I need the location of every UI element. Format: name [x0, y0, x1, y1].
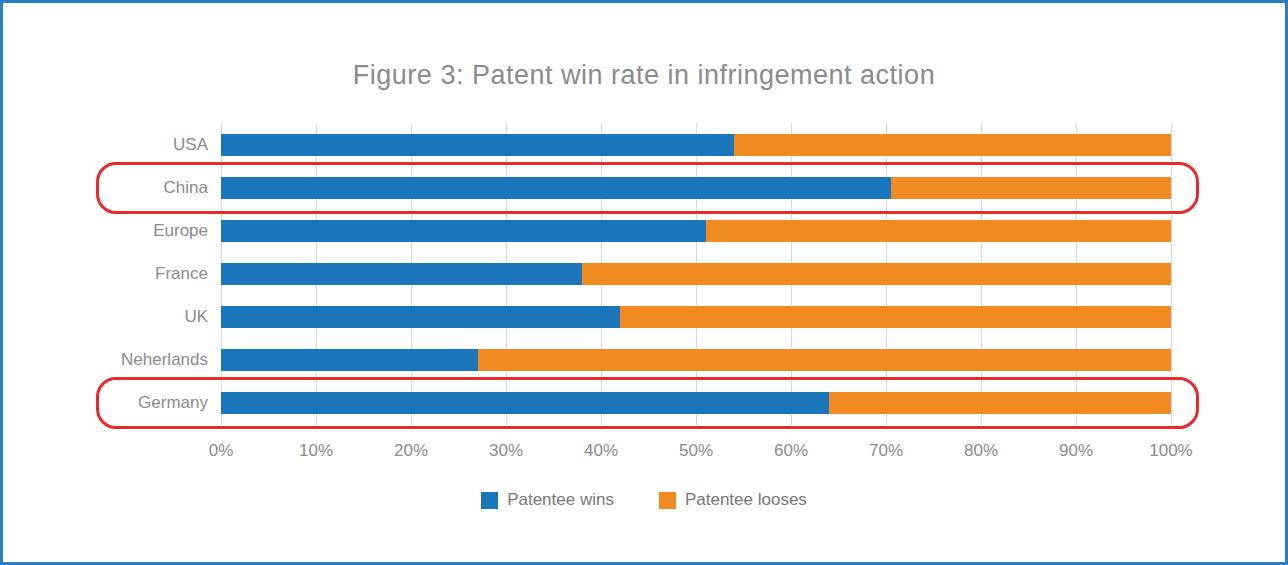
bar-segment-wins-europe	[221, 220, 706, 242]
x-tick-label: 0%	[176, 441, 266, 461]
x-tick-label: 10%	[271, 441, 361, 461]
legend-item-patentee-looses: Patentee looses	[659, 490, 807, 510]
bar-row-usa	[221, 134, 1171, 156]
chart-area: 0%10%20%30%40%50%60%70%80%90%100%USAChin…	[3, 3, 1285, 562]
category-label-uk: UK	[43, 306, 208, 328]
x-tick-label: 50%	[651, 441, 741, 461]
x-tick-label: 40%	[556, 441, 646, 461]
x-tick-label: 80%	[936, 441, 1026, 461]
x-tick-label: 30%	[461, 441, 551, 461]
legend-swatch-looses	[659, 492, 676, 509]
x-tick-label: 70%	[841, 441, 931, 461]
highlight-ring-germany	[96, 377, 1199, 429]
x-tick-label: 60%	[746, 441, 836, 461]
category-label-neherlands: Neherlands	[43, 349, 208, 371]
legend-label-looses: Patentee looses	[685, 490, 807, 510]
legend-swatch-wins	[481, 492, 498, 509]
legend: Patentee wins Patentee looses	[3, 490, 1285, 510]
bar-segment-wins-uk	[221, 306, 620, 328]
highlight-ring-china	[96, 162, 1199, 214]
bar-segment-looses-france	[582, 263, 1171, 285]
bar-segment-wins-france	[221, 263, 582, 285]
x-tick-label: 90%	[1031, 441, 1121, 461]
x-tick-label: 20%	[366, 441, 456, 461]
bar-row-neherlands	[221, 349, 1171, 371]
bar-row-europe	[221, 220, 1171, 242]
bar-segment-wins-neherlands	[221, 349, 478, 371]
category-label-europe: Europe	[43, 220, 208, 242]
category-label-france: France	[43, 263, 208, 285]
bar-segment-looses-neherlands	[478, 349, 1172, 371]
bar-segment-looses-uk	[620, 306, 1171, 328]
legend-item-patentee-wins: Patentee wins	[481, 490, 614, 510]
bar-row-france	[221, 263, 1171, 285]
category-label-usa: USA	[43, 134, 208, 156]
legend-label-wins: Patentee wins	[507, 490, 614, 510]
bar-row-uk	[221, 306, 1171, 328]
bar-segment-looses-usa	[734, 134, 1171, 156]
x-tick-label: 100%	[1126, 441, 1216, 461]
figure-frame: Figure 3: Patent win rate in infringemen…	[0, 0, 1288, 565]
bar-segment-looses-europe	[706, 220, 1172, 242]
bar-segment-wins-usa	[221, 134, 734, 156]
